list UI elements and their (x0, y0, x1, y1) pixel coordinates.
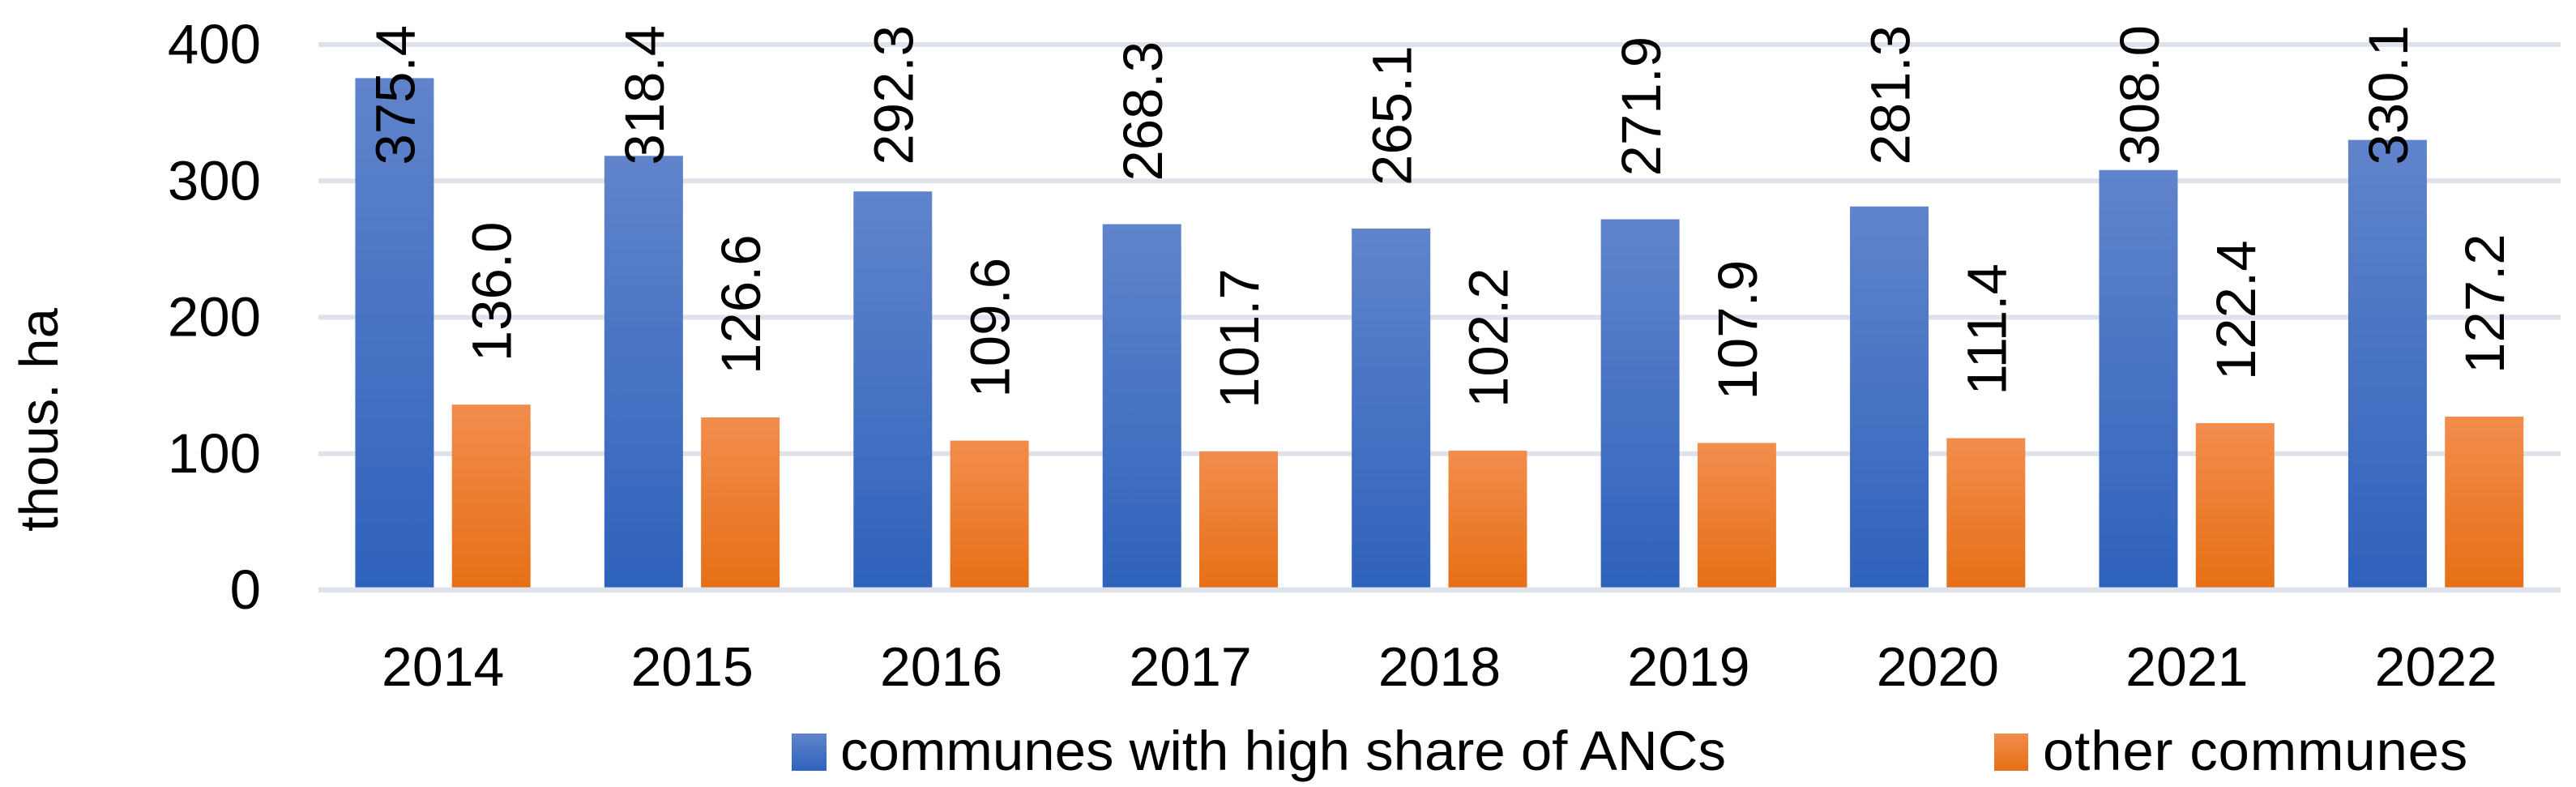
svg-text:292.3: 292.3 (863, 25, 925, 165)
svg-text:200: 200 (168, 286, 261, 349)
svg-text:375.4: 375.4 (365, 25, 427, 165)
svg-text:281.3: 281.3 (1859, 25, 1921, 165)
svg-text:thous. ha: thous. ha (9, 307, 70, 531)
svg-text:122.4: 122.4 (2205, 240, 2267, 380)
svg-text:265.1: 265.1 (1361, 45, 1423, 186)
svg-text:0: 0 (230, 558, 261, 621)
svg-text:126.6: 126.6 (710, 234, 772, 374)
svg-text:127.2: 127.2 (2454, 233, 2516, 374)
svg-text:100: 100 (168, 422, 261, 485)
svg-text:330.1: 330.1 (2357, 25, 2420, 165)
svg-text:other communes: other communes (2043, 720, 2468, 782)
svg-text:2015: 2015 (630, 636, 753, 698)
svg-text:2021: 2021 (2125, 636, 2248, 698)
svg-text:318.4: 318.4 (613, 25, 676, 165)
svg-text:2016: 2016 (880, 636, 1002, 698)
svg-text:2014: 2014 (382, 636, 504, 698)
svg-text:111.4: 111.4 (1955, 263, 2018, 395)
svg-text:308.0: 308.0 (2108, 25, 2171, 165)
svg-text:268.3: 268.3 (1112, 41, 1174, 182)
svg-text:2017: 2017 (1129, 636, 1251, 698)
svg-text:2022: 2022 (2375, 636, 2497, 698)
svg-text:102.2: 102.2 (1457, 267, 1519, 408)
svg-text:2018: 2018 (1378, 636, 1501, 698)
svg-text:107.9: 107.9 (1707, 260, 1769, 400)
svg-text:136.0: 136.0 (461, 222, 523, 362)
svg-text:400: 400 (168, 13, 261, 75)
svg-text:271.9: 271.9 (1610, 36, 1672, 177)
svg-text:communes with high share of AN: communes with high share of ANCs (840, 720, 1726, 782)
svg-text:2020: 2020 (1877, 636, 1999, 698)
svg-text:300: 300 (168, 149, 261, 212)
svg-text:109.6: 109.6 (959, 258, 1022, 398)
svg-text:2019: 2019 (1627, 636, 1749, 698)
svg-text:101.7: 101.7 (1208, 268, 1271, 408)
